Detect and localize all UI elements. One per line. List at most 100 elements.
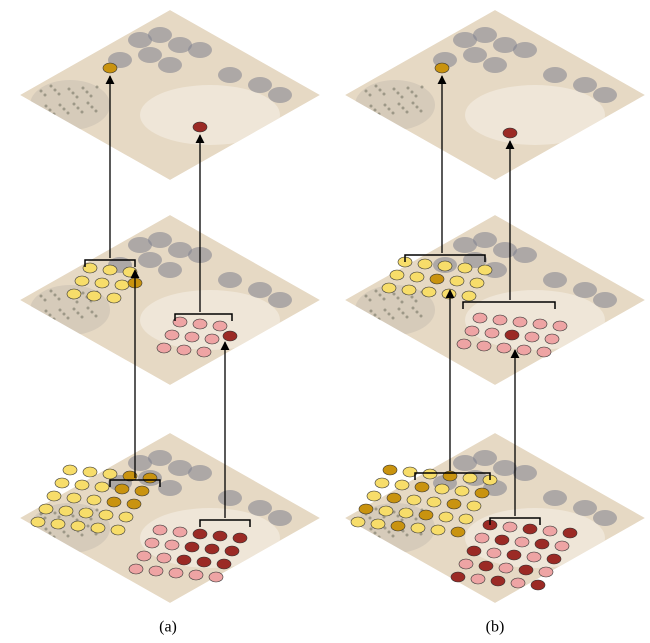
terrain-dot	[45, 105, 48, 108]
point	[423, 469, 437, 479]
terrain-dot	[54, 89, 57, 92]
point	[63, 465, 77, 475]
point	[87, 495, 101, 505]
terrain-dot	[392, 112, 395, 115]
point	[402, 285, 416, 295]
point	[103, 63, 117, 73]
point	[527, 552, 541, 562]
terrain-dot	[406, 316, 409, 319]
terrain-dot	[375, 508, 378, 511]
terrain-dot	[388, 108, 391, 111]
point	[137, 551, 151, 561]
terrain-dot	[406, 111, 409, 114]
point	[523, 524, 537, 534]
point	[165, 540, 179, 550]
point	[473, 313, 487, 323]
terrain-dot	[91, 106, 94, 109]
point	[91, 523, 105, 533]
point	[463, 473, 477, 483]
terrain-dot	[50, 85, 53, 88]
terrain-dot	[397, 515, 400, 518]
terrain-dark	[513, 247, 537, 263]
terrain-dot	[76, 301, 79, 304]
terrain-dot	[375, 290, 378, 293]
point	[103, 265, 117, 275]
map-layer	[20, 433, 320, 603]
terrain-dot	[96, 509, 99, 512]
terrain-dot	[398, 308, 401, 311]
terrain-dot	[67, 112, 70, 115]
terrain-dark	[573, 282, 597, 298]
terrain-dot	[49, 532, 52, 535]
terrain-dark	[148, 232, 172, 248]
point	[169, 568, 183, 578]
terrain-dot	[59, 104, 62, 107]
terrain-dot	[370, 105, 373, 108]
terrain-dot	[73, 308, 76, 311]
terrain-dot	[370, 528, 373, 531]
point	[505, 330, 519, 340]
terrain-dot	[369, 517, 372, 520]
terrain-dot	[401, 96, 404, 99]
point	[55, 478, 69, 488]
terrain-dot	[73, 103, 76, 106]
point	[547, 554, 561, 564]
layers	[20, 10, 645, 603]
map-layer	[20, 10, 320, 180]
terrain-dot	[411, 91, 414, 94]
terrain-dot	[365, 90, 368, 93]
point	[497, 343, 511, 353]
point	[493, 315, 507, 325]
terrain-dot	[50, 290, 53, 293]
terrain-dark	[148, 27, 172, 43]
terrain-dark	[148, 450, 172, 466]
point	[435, 63, 449, 73]
point	[87, 291, 101, 301]
point	[67, 289, 81, 299]
terrain-dot	[81, 316, 84, 319]
point	[351, 517, 365, 527]
point	[475, 488, 489, 498]
terrain-dot	[388, 531, 391, 534]
point	[563, 528, 577, 538]
point	[471, 574, 485, 584]
terrain-dot	[393, 293, 396, 296]
terrain-dark	[268, 87, 292, 103]
point	[193, 319, 207, 329]
point	[165, 330, 179, 340]
point	[430, 274, 444, 284]
point	[387, 493, 401, 503]
terrain-dot	[87, 525, 90, 528]
terrain-dot	[420, 315, 423, 318]
point	[83, 467, 97, 477]
terrain-dot	[40, 295, 43, 298]
terrain-dot	[39, 502, 42, 505]
terrain-dot	[95, 315, 98, 318]
point	[507, 550, 521, 560]
terrain-dark	[138, 252, 162, 268]
terrain-dot	[96, 86, 99, 89]
terrain-dot	[398, 103, 401, 106]
point	[95, 482, 109, 492]
terrain-dot	[415, 300, 418, 303]
point	[495, 535, 509, 545]
map-layer	[345, 215, 645, 385]
terrain-dot	[397, 297, 400, 300]
point	[455, 486, 469, 496]
point	[189, 570, 203, 580]
point	[470, 278, 484, 288]
point	[465, 326, 479, 336]
terrain-dot	[67, 317, 70, 320]
terrain-dot	[364, 284, 367, 287]
terrain-dot	[53, 318, 56, 321]
point	[458, 263, 472, 273]
point	[395, 480, 409, 490]
point	[533, 319, 547, 329]
point	[410, 272, 424, 282]
panel-label: (a)	[159, 619, 177, 636]
terrain-dark	[218, 490, 242, 506]
terrain-dot	[63, 108, 66, 111]
terrain-dark	[138, 47, 162, 63]
point	[157, 343, 171, 353]
terrain-dot	[63, 313, 66, 316]
